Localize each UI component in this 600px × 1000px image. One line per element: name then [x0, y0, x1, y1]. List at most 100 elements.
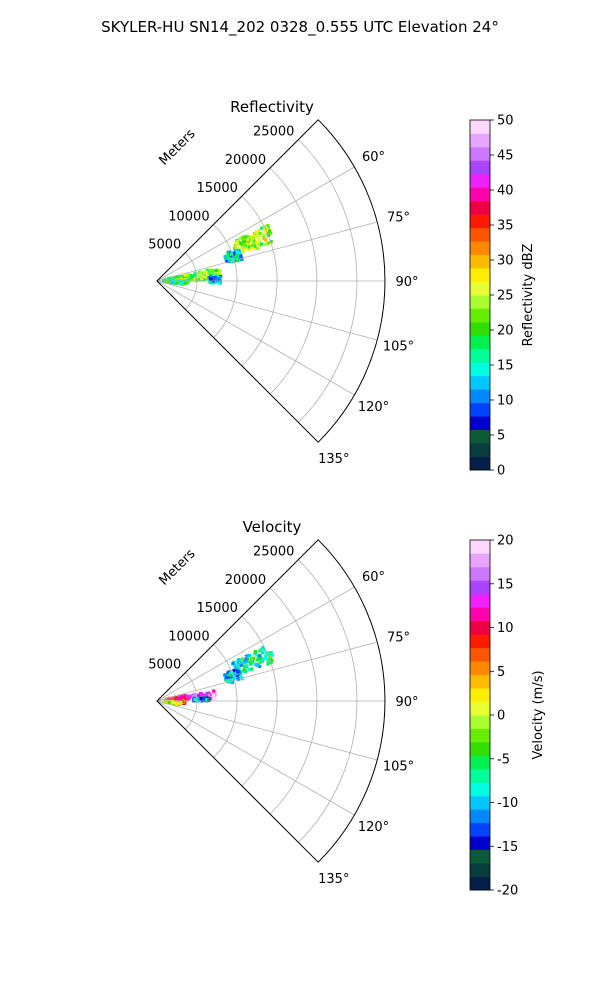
echo-gate	[239, 254, 243, 258]
echo-gate	[216, 281, 220, 285]
colorbar-swatch	[470, 647, 490, 662]
echo-gate	[236, 258, 240, 263]
colorbar-tick-label: 5	[497, 429, 505, 444]
echo-gate	[207, 698, 211, 703]
echo-gate	[266, 662, 270, 666]
echo-gate	[236, 670, 240, 674]
echo-gate	[174, 695, 178, 700]
azimuth-tick-label: 135°	[318, 452, 349, 467]
colorbar-swatch	[470, 200, 490, 215]
range-tick-label: 25000	[253, 125, 294, 140]
echo-gate	[202, 697, 206, 701]
range-tick-label: 15000	[197, 181, 238, 196]
echo-gate	[256, 246, 260, 250]
colorbar-swatch	[470, 416, 490, 431]
azimuth-tick-label: 90°	[395, 275, 418, 290]
echo-gate	[193, 272, 197, 276]
echo-gate	[167, 700, 171, 704]
echo-gate	[257, 239, 262, 244]
echo-gate	[250, 239, 254, 243]
echo-gate	[258, 234, 262, 238]
echo-gate	[248, 660, 252, 664]
echo-gate	[167, 277, 171, 281]
reflectivity-colorbar: 0 5 10 15 20 25 30 35 40 45 50	[469, 114, 514, 479]
echo-gate	[245, 656, 249, 660]
echo-gate	[179, 282, 183, 286]
echo-gate	[236, 661, 240, 665]
echo-gate	[258, 649, 262, 653]
echo-gate	[202, 278, 206, 282]
echo-gate	[208, 270, 212, 274]
reflectivity-panel: Reflectivity 5000 10000 15000 20000 25000 60…	[148, 98, 536, 479]
echo-gate	[233, 247, 237, 251]
echo-gate	[241, 240, 246, 244]
echo-gate	[205, 698, 209, 702]
echo-gate	[241, 235, 245, 239]
echo-gate	[234, 255, 238, 259]
echo-gate	[231, 662, 235, 666]
colorbar-swatch	[470, 566, 490, 581]
colorbar-swatch	[470, 308, 490, 323]
reflectivity-title: Reflectivity	[230, 98, 314, 116]
echo-gate	[170, 281, 175, 285]
colorbar-tick-label: -5	[497, 752, 510, 767]
colorbar-swatch	[470, 295, 490, 309]
echo-gate	[218, 269, 222, 273]
colorbar-swatch	[470, 133, 490, 148]
echo-gate	[247, 653, 251, 657]
colorbar-tick-label: 10	[497, 394, 514, 409]
colorbar-swatch	[470, 146, 490, 161]
echo-gate	[194, 692, 198, 697]
echo-gate	[230, 252, 234, 256]
echo-gate	[172, 701, 176, 705]
echo-gate	[265, 226, 269, 230]
azimuth-tick-label: 135°	[318, 872, 349, 887]
echo-gate	[269, 240, 273, 244]
echo-gate	[244, 658, 248, 662]
colorbar-swatch	[470, 593, 490, 608]
echo-gate	[234, 259, 238, 263]
echo-gate	[207, 275, 211, 280]
echo-gate	[259, 656, 263, 660]
colorbar-swatch	[470, 348, 490, 363]
azimuth-gridline	[156, 221, 378, 282]
range-tick-label: 15000	[197, 601, 238, 616]
echo-gate	[243, 243, 247, 247]
echo-gate	[254, 244, 258, 248]
echo-gate	[266, 241, 270, 245]
azimuth-gridline	[156, 586, 355, 702]
colorbar-swatch	[470, 443, 490, 457]
echo-gate	[240, 657, 245, 661]
colorbar-tick-label: 50	[497, 114, 514, 129]
echo-gate	[207, 273, 211, 277]
echo-gate	[264, 651, 268, 655]
azimuth-tick-label: 75°	[387, 630, 410, 645]
colorbar-swatch	[470, 701, 490, 716]
colorbar-swatch	[470, 782, 490, 797]
echo-gate	[223, 254, 228, 258]
echo-gate	[212, 696, 216, 700]
echo-gate	[247, 247, 251, 252]
azimuth-tick-label: 105°	[383, 340, 414, 355]
echo-gate	[210, 273, 214, 277]
echo-gate	[214, 269, 219, 273]
colorbar-swatch	[470, 876, 490, 891]
echo-gate	[229, 677, 234, 681]
colorbar-swatch	[470, 254, 490, 269]
echo-gate	[270, 653, 274, 657]
echo-gate	[196, 274, 200, 278]
echo-gate	[232, 669, 236, 673]
echo-gate	[187, 696, 191, 700]
echo-gate	[178, 697, 182, 701]
echo-gate	[254, 230, 258, 234]
echo-gate	[249, 662, 253, 666]
echo-gate	[243, 664, 247, 668]
echo-gate	[260, 651, 264, 655]
colorbar-tick-label: 5	[497, 665, 505, 680]
echo-gate	[238, 672, 242, 676]
colorbar-tick-label: 20	[497, 324, 514, 339]
echo-gate	[233, 245, 237, 249]
echo-gate	[174, 701, 179, 706]
echo-gate	[250, 667, 254, 671]
